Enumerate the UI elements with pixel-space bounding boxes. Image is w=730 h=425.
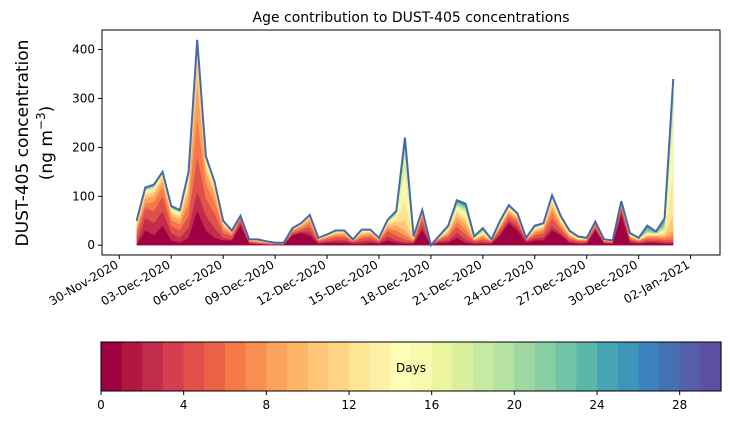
colorbar-segment: [163, 342, 185, 391]
colorbar-segment: [473, 342, 495, 391]
y-tick-label: 400: [72, 43, 95, 57]
colorbar-segment: [493, 342, 515, 391]
colorbar-segment: [576, 342, 598, 391]
colorbar-segment: [121, 342, 143, 391]
colorbar-segment: [431, 342, 453, 391]
colorbar-segment: [452, 342, 474, 391]
colorbar-segment: [183, 342, 205, 391]
colorbar-segment: [617, 342, 639, 391]
y-tick-label: 100: [72, 189, 95, 203]
colorbar-segment: [700, 342, 722, 391]
colorbar: 0 4 8 12 16 20 24 28: [97, 341, 722, 412]
colorbar-segment: [679, 342, 701, 391]
colorbar-segment: [349, 342, 371, 391]
colorbar-label: Days: [396, 361, 426, 375]
colorbar-segment: [659, 342, 681, 391]
colorbar-tick-label: 12: [341, 398, 356, 412]
colorbar-segment: [287, 342, 309, 391]
axes: 010020030040030-Nov-202003-Dec-202006-De…: [47, 29, 721, 308]
y-tick-label: 200: [72, 140, 95, 154]
colorbar-segment: [245, 342, 267, 391]
colorbar-segment: [225, 342, 247, 391]
colorbar-segment: [204, 342, 226, 391]
colorbar-tick-label: 24: [589, 398, 604, 412]
y-tick-label: 0: [87, 238, 95, 252]
total-concentration-line: [135, 39, 675, 248]
colorbar-tick-label: 8: [263, 398, 271, 412]
colorbar-segment: [514, 342, 536, 391]
y-tick-label: 300: [72, 91, 95, 105]
colorbar-tick-label: 0: [97, 398, 105, 412]
colorbar-segment: [101, 342, 123, 391]
colorbar-tick-label: 16: [424, 398, 439, 412]
colorbar-segment: [555, 342, 577, 391]
chart-title: Age contribution to DUST-405 concentrati…: [253, 10, 570, 26]
colorbar-segment: [390, 342, 412, 391]
colorbar-tick-label: 20: [507, 398, 522, 412]
age-band-area-2d: [136, 210, 674, 246]
plot-frame: [101, 29, 721, 256]
colorbar-segment: [307, 342, 329, 391]
stacked-age-areas: [135, 39, 675, 248]
colorbar-segment: [142, 342, 164, 391]
colorbar-tick-label: 28: [672, 398, 687, 412]
colorbar-segment: [597, 342, 619, 391]
colorbar-segment: [266, 342, 288, 391]
colorbar-segment: [328, 342, 350, 391]
colorbar-segment: [411, 342, 433, 391]
y-axis-unit: (ng m−3): [34, 106, 57, 181]
colorbar-frame: [100, 341, 722, 392]
colorbar-segment: [638, 342, 660, 391]
colorbar-tick-label: 4: [180, 398, 188, 412]
colorbar-segment: [369, 342, 391, 391]
colorbar-segment: [535, 342, 557, 391]
y-axis-label: DUST-405 concentration: [13, 40, 33, 247]
